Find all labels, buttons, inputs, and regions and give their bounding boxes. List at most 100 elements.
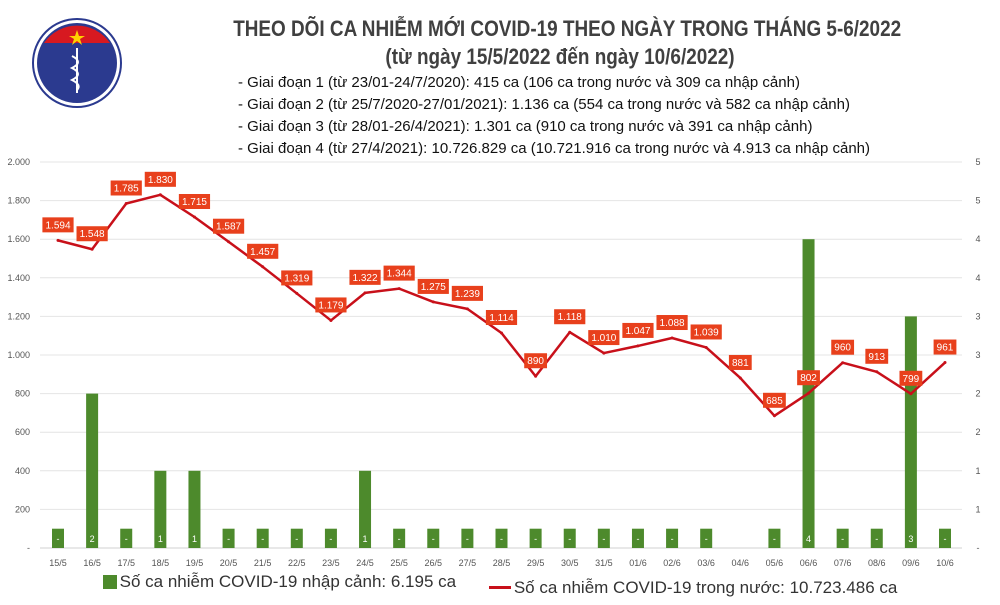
bar-imported <box>563 528 576 548</box>
phase-1-summary: - Giai đoạn 1 (từ 23/01-24/7/2020): 415 … <box>238 74 800 91</box>
bar-imported <box>666 528 679 548</box>
line-point <box>124 201 128 205</box>
data-label-box <box>110 180 142 196</box>
phase-4-summary: - Giai đoạn 4 (từ 27/4/2021): 10.726.829… <box>238 140 871 157</box>
x-axis-tick-label: 22/5 <box>288 558 306 568</box>
line-point <box>568 330 572 334</box>
legend-swatch-bar <box>102 575 117 589</box>
left-axis-tick-label: 2.000 <box>7 157 30 167</box>
x-axis-tick-label: 04/6 <box>732 558 750 568</box>
data-label-box <box>42 217 74 233</box>
x-axis-tick-label: 27/5 <box>459 558 477 568</box>
data-label: 1.179 <box>318 300 343 311</box>
bar-label: 1 <box>363 534 368 544</box>
bar-imported <box>154 470 167 548</box>
bar-label: 2 <box>90 534 95 544</box>
legend-item-domestic: Số ca nhiễm COVID-19 trong nước: 10.723.… <box>488 578 897 598</box>
x-axis-tick-label: 05/6 <box>766 558 784 568</box>
x-axis-tick-label: 01/6 <box>629 558 647 568</box>
data-label: 1.785 <box>114 183 139 194</box>
data-label: 1.587 <box>216 222 241 233</box>
x-axis-tick-label: 20/5 <box>220 558 238 568</box>
x-axis-tick-label: 25/5 <box>390 558 408 568</box>
line-point <box>158 193 162 197</box>
line-point <box>807 391 811 395</box>
x-axis-tick-label: 15/5 <box>49 558 67 568</box>
x-axis-tick-label: 28/5 <box>493 558 511 568</box>
data-label: 1.548 <box>80 229 105 240</box>
data-label-box <box>212 218 245 234</box>
bar-imported <box>393 528 406 548</box>
data-label-box <box>417 278 449 294</box>
data-label: 1.039 <box>694 327 719 338</box>
line-point <box>261 265 265 269</box>
line-point <box>329 318 333 322</box>
line-point <box>227 240 231 244</box>
line-point <box>534 374 538 378</box>
x-axis-tick-label: 19/5 <box>186 558 204 568</box>
line-point <box>465 307 469 311</box>
right-axis-tick-label: 3 <box>975 350 980 360</box>
bar-label: - <box>944 534 947 544</box>
bar-imported <box>461 528 474 548</box>
data-label: 881 <box>732 358 749 369</box>
bar-label: - <box>773 534 776 544</box>
data-label: 1.594 <box>45 220 70 231</box>
bar-label: - <box>602 534 605 544</box>
line-point <box>192 215 196 219</box>
bar-label: 4 <box>806 534 811 544</box>
left-axis-tick-label: 1.800 <box>7 196 30 206</box>
data-label-box <box>524 353 548 369</box>
bar-imported <box>427 528 440 548</box>
right-axis-tick-label: 1 <box>975 466 980 476</box>
data-label-box <box>383 265 415 281</box>
x-axis-tick-label: 16/5 <box>83 558 101 568</box>
data-label: 1.715 <box>182 197 207 208</box>
x-axis-tick-label: 30/5 <box>561 558 579 568</box>
x-axis-tick-label: 23/5 <box>322 558 340 568</box>
bar-label: - <box>636 534 639 544</box>
bar-label: - <box>57 534 60 544</box>
bar-imported <box>359 470 372 548</box>
bar-imported <box>495 528 508 548</box>
bar-label: - <box>534 534 537 544</box>
data-label: 960 <box>834 343 851 354</box>
right-axis-tick-label: 5 <box>975 157 980 167</box>
legend-label-imported: Số ca nhiễm COVID-19 nhập cảnh: 6.195 ca <box>119 572 457 591</box>
phase-2-summary: - Giai đoạn 2 (từ 25/7/2020-27/01/2021):… <box>238 96 850 113</box>
x-axis-tick-label: 24/5 <box>356 558 374 568</box>
data-label-box <box>899 370 923 386</box>
bar-label: - <box>227 534 230 544</box>
bar-label: - <box>329 534 332 544</box>
data-label: 961 <box>937 343 954 354</box>
data-label-box <box>281 270 313 286</box>
bar-imported <box>324 528 337 548</box>
bar-imported <box>222 528 235 548</box>
left-axis-tick-label: - <box>27 543 30 553</box>
bar-label: - <box>841 534 844 544</box>
bar-label: - <box>261 534 264 544</box>
left-axis-tick-label: 1.000 <box>7 350 30 360</box>
bar-imported <box>700 528 713 548</box>
data-label: 1.239 <box>455 289 480 300</box>
data-label-box <box>690 324 722 340</box>
bar-imported <box>904 316 917 548</box>
line-point <box>636 344 640 348</box>
line-point <box>738 376 742 380</box>
bar-label: 3 <box>908 534 913 544</box>
bar-label: - <box>466 534 469 544</box>
bar-imported <box>290 528 303 548</box>
legend: Số ca nhiễm COVID-19 nhập cảnh: 6.195 ca… <box>0 572 1000 598</box>
bar-imported <box>52 528 64 548</box>
left-axis-tick-label: 200 <box>15 504 30 514</box>
bar-imported <box>188 470 201 548</box>
bar-imported <box>120 528 133 548</box>
x-axis-tick-label: 17/5 <box>117 558 135 568</box>
x-axis-tick-label: 02/6 <box>663 558 681 568</box>
line-point <box>772 414 776 418</box>
left-axis-tick-label: 1.200 <box>7 311 30 321</box>
data-label-box <box>315 297 347 313</box>
bar-label: - <box>295 534 298 544</box>
left-axis-tick-label: 800 <box>15 389 30 399</box>
